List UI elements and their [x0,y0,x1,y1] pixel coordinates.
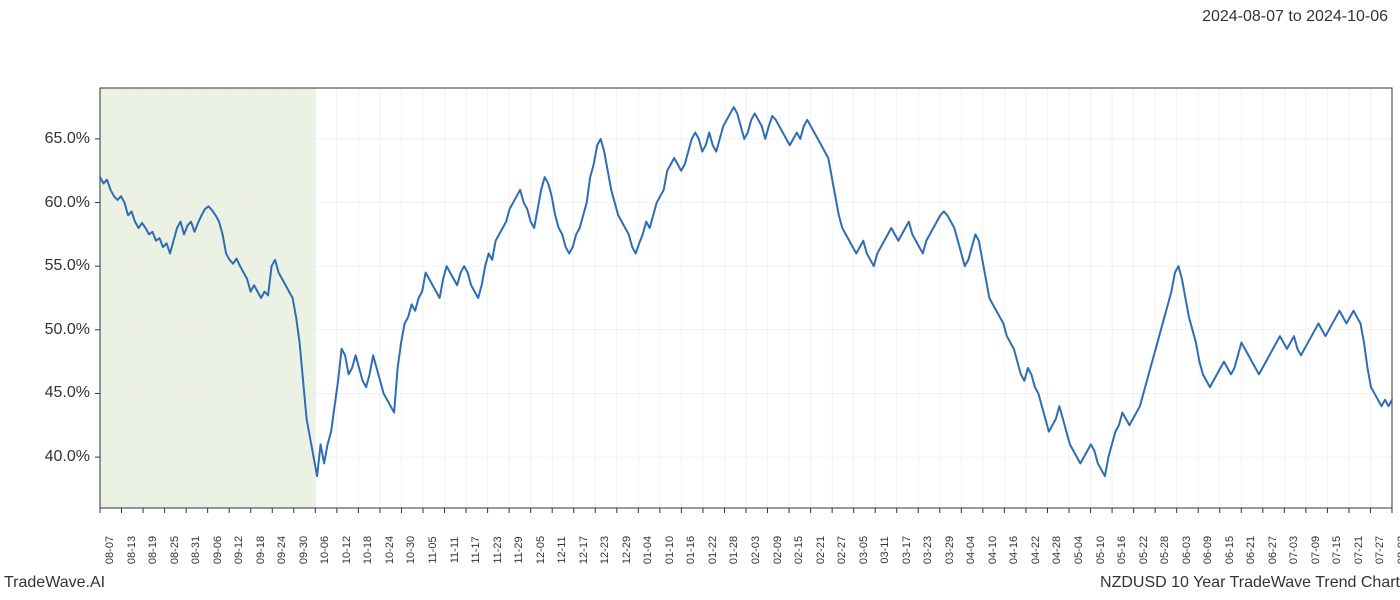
y-axis-tick-label: 50.0% [10,321,90,339]
footer-title: NZDUSD 10 Year TradeWave Trend Chart [1100,574,1400,592]
x-axis-tick-label: 09-18 [255,536,267,564]
x-axis-tick-label: 09-06 [212,536,224,564]
x-axis-tick-label: 02-15 [793,536,805,564]
x-axis-tick-label: 11-11 [449,537,461,564]
date-range-label: 2024-08-07 to 2024-10-06 [1202,8,1388,26]
x-axis-tick-label: 08-02 [1396,536,1400,564]
x-axis-tick-label: 12-05 [535,536,547,564]
x-axis-tick-label: 01-22 [707,536,719,564]
x-axis-tick-label: 11-23 [492,536,504,563]
x-axis-tick-label: 02-03 [750,536,762,564]
x-axis-tick-label: 07-09 [1310,536,1322,564]
y-axis-tick-label: 45.0% [10,384,90,402]
x-axis-tick-label: 08-25 [169,536,181,564]
x-axis-tick-label: 12-11 [556,536,568,563]
x-axis-tick-label: 07-21 [1353,536,1365,564]
x-axis-tick-label: 11-17 [470,536,482,563]
x-axis-tick-label: 08-31 [190,536,202,564]
x-axis-tick-label: 07-27 [1374,536,1386,564]
x-axis-tick-label: 06-15 [1224,536,1236,564]
x-axis-tick-label: 04-04 [965,536,977,564]
x-axis-tick-label: 06-27 [1267,536,1279,564]
x-axis-tick-label: 11-05 [427,536,439,563]
y-axis-tick-label: 40.0% [10,448,90,466]
x-axis-tick-label: 01-10 [664,536,676,564]
x-axis-tick-label: 02-27 [836,536,848,564]
x-axis-tick-label: 12-29 [621,536,633,564]
x-axis-tick-label: 06-21 [1245,536,1257,564]
x-axis-tick-label: 02-09 [772,536,784,564]
y-axis-tick-label: 55.0% [10,257,90,275]
x-axis-tick-label: 07-15 [1331,536,1343,564]
y-axis-tick-label: 65.0% [10,130,90,148]
x-axis-tick-label: 07-03 [1288,536,1300,564]
x-axis-tick-label: 04-10 [987,536,999,564]
x-axis-tick-label: 03-05 [858,536,870,564]
x-axis-tick-label: 03-23 [922,536,934,564]
x-axis-tick-label: 10-30 [405,536,417,564]
footer-brand: TradeWave.AI [4,574,105,592]
x-axis-tick-label: 04-22 [1030,536,1042,564]
x-axis-tick-label: 10-12 [341,536,353,564]
x-axis-tick-label: 10-06 [319,536,331,564]
x-axis-tick-label: 05-28 [1159,536,1171,564]
x-axis-tick-label: 11-29 [513,536,525,563]
x-axis-tick-label: 12-17 [578,536,590,564]
x-axis-tick-label: 08-07 [104,536,116,564]
x-axis-tick-label: 03-11 [879,536,891,563]
x-axis-tick-label: 01-04 [642,536,654,564]
x-axis-tick-label: 12-23 [599,536,611,564]
x-axis-tick-label: 08-19 [147,536,159,564]
x-axis-tick-label: 06-03 [1181,536,1193,564]
x-axis-tick-label: 02-21 [815,536,827,564]
x-axis-tick-label: 08-13 [126,536,138,564]
x-axis-tick-label: 01-28 [728,536,740,564]
x-axis-tick-label: 04-16 [1008,536,1020,564]
x-axis-tick-label: 10-24 [384,536,396,564]
x-axis-tick-label: 06-09 [1202,536,1214,564]
x-axis-tick-label: 04-28 [1051,536,1063,564]
x-axis-tick-label: 09-30 [298,536,310,564]
x-axis-tick-label: 03-29 [944,536,956,564]
x-axis-tick-label: 03-17 [901,536,913,564]
x-axis-tick-label: 05-16 [1116,536,1128,564]
y-axis-tick-label: 60.0% [10,194,90,212]
x-axis-tick-label: 10-18 [362,536,374,564]
x-axis-tick-label: 09-24 [276,536,288,564]
x-axis-tick-label: 05-22 [1138,536,1150,564]
chart-container: 40.0%45.0%50.0%55.0%60.0%65.0% 08-0708-1… [0,40,1400,540]
x-axis-tick-label: 05-10 [1095,536,1107,564]
line-chart [0,40,1400,540]
x-axis-tick-label: 05-04 [1073,536,1085,564]
x-axis-tick-label: 09-12 [233,536,245,564]
x-axis-tick-label: 01-16 [685,536,697,564]
